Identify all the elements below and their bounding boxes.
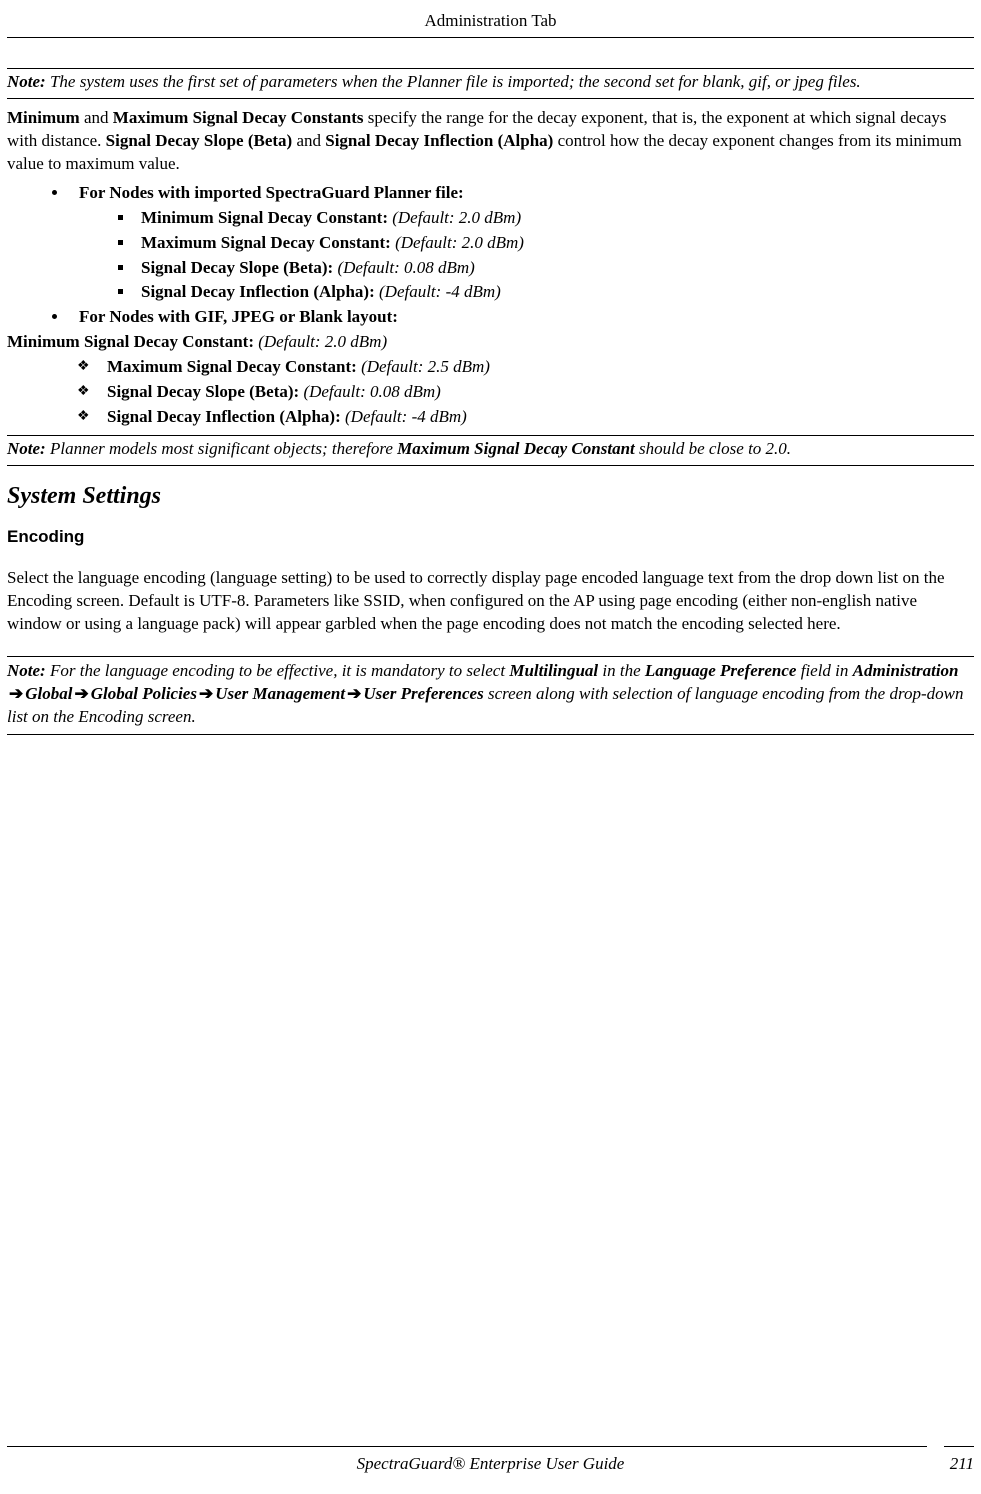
orphan-param: Minimum Signal Decay Constant: (Default:…: [7, 331, 974, 354]
page-footer: SpectraGuard® Enterprise User Guide 211: [7, 1446, 974, 1476]
s: Global Policies: [91, 684, 197, 703]
header-title: Administration Tab: [424, 11, 556, 30]
list-item: Signal Decay Slope (Beta): (Default: 0.0…: [135, 257, 974, 280]
list-item: For Nodes with imported SpectraGuard Pla…: [69, 182, 974, 305]
param-label: Maximum Signal Decay Constant:: [141, 233, 391, 252]
param-label: Minimum Signal Decay Constant:: [7, 332, 254, 351]
s: Administration: [853, 661, 959, 680]
arrow-icon: ➔: [72, 684, 90, 703]
term-alpha: Signal Decay Inflection (Alpha): [325, 131, 553, 150]
s: User Management: [215, 684, 345, 703]
param-default: (Default: 2.0 dBm): [391, 233, 524, 252]
note-label: Note:: [7, 439, 46, 458]
param-default: (Default: 2.5 dBm): [357, 357, 490, 376]
param-default: (Default: 0.08 dBm): [333, 258, 475, 277]
page-header: Administration Tab: [7, 10, 974, 37]
arrow-icon: ➔: [197, 684, 215, 703]
s: Global: [25, 684, 72, 703]
param-label: Minimum Signal Decay Constant:: [141, 208, 388, 227]
param-default: (Default: -4 dBm): [375, 282, 501, 301]
param-label: Maximum Signal Decay Constant:: [107, 357, 357, 376]
note-label: Note:: [7, 661, 46, 680]
param-label: Signal Decay Slope (Beta):: [107, 382, 299, 401]
arrow-icon: ➔: [7, 684, 25, 703]
term-max-constants: Maximum Signal Decay Constants: [113, 108, 364, 127]
page: Administration Tab Note: The system uses…: [0, 0, 981, 1494]
page-content: Note: The system uses the first set of p…: [7, 38, 974, 735]
footer-rule: [7, 1446, 974, 1447]
inner-list-square: Minimum Signal Decay Constant: (Default:…: [79, 207, 974, 305]
note-box-2: Note: Planner models most significant ob…: [7, 435, 974, 466]
outer-list: For Nodes with imported SpectraGuard Pla…: [7, 182, 974, 330]
footer-title: SpectraGuard® Enterprise User Guide: [47, 1453, 934, 1476]
paragraph-encoding: Select the language encoding (language s…: [7, 567, 974, 636]
note-box-1: Note: The system uses the first set of p…: [7, 68, 974, 99]
footer-line: SpectraGuard® Enterprise User Guide 211: [7, 1453, 974, 1476]
param-default: (Default: 2.0 dBm): [388, 208, 521, 227]
list-item: For Nodes with GIF, JPEG or Blank layout…: [69, 306, 974, 329]
note-strong: Maximum Signal Decay Constant: [397, 439, 635, 458]
term-beta: Signal Decay Slope (Beta): [106, 131, 293, 150]
note-text: Planner models most significant objects;…: [46, 439, 397, 458]
param-default: (Default: 2.0 dBm): [254, 332, 387, 351]
param-default: (Default: -4 dBm): [341, 407, 467, 426]
s: Language Preference: [645, 661, 797, 680]
note-text: should be close to 2.0.: [635, 439, 791, 458]
list-item: Maximum Signal Decay Constant: (Default:…: [77, 356, 974, 379]
s: Multilingual: [509, 661, 598, 680]
term-minimum: Minimum: [7, 108, 80, 127]
note-box-3: Note: For the language encoding to be ef…: [7, 656, 974, 735]
list-heading: For Nodes with GIF, JPEG or Blank layout…: [79, 307, 398, 326]
list-item: Signal Decay Inflection (Alpha): (Defaul…: [77, 406, 974, 429]
footer-page-number: 211: [934, 1453, 974, 1476]
arrow-icon: ➔: [345, 684, 363, 703]
t: For the language encoding to be effectiv…: [46, 661, 510, 680]
param-label: Signal Decay Slope (Beta):: [141, 258, 333, 277]
list-item: Maximum Signal Decay Constant: (Default:…: [135, 232, 974, 255]
t: field in: [796, 661, 852, 680]
heading-system-settings: System Settings: [7, 480, 974, 512]
heading-encoding: Encoding: [7, 526, 974, 549]
note-label: Note:: [7, 72, 46, 91]
param-label: Signal Decay Inflection (Alpha):: [107, 407, 341, 426]
note-text: The system uses the first set of paramet…: [46, 72, 861, 91]
param-label: Signal Decay Inflection (Alpha):: [141, 282, 375, 301]
s: User Preferences: [363, 684, 483, 703]
text: and: [292, 131, 325, 150]
t: in the: [598, 661, 645, 680]
param-default: (Default: 0.08 dBm): [299, 382, 441, 401]
paragraph-constants: Minimum and Maximum Signal Decay Constan…: [7, 107, 974, 176]
inner-list-diamond: Maximum Signal Decay Constant: (Default:…: [7, 356, 974, 429]
list-item: Signal Decay Inflection (Alpha): (Defaul…: [135, 281, 974, 304]
list-item: Signal Decay Slope (Beta): (Default: 0.0…: [77, 381, 974, 404]
text: and: [80, 108, 113, 127]
list-heading: For Nodes with imported SpectraGuard Pla…: [79, 183, 464, 202]
list-item: Minimum Signal Decay Constant: (Default:…: [135, 207, 974, 230]
